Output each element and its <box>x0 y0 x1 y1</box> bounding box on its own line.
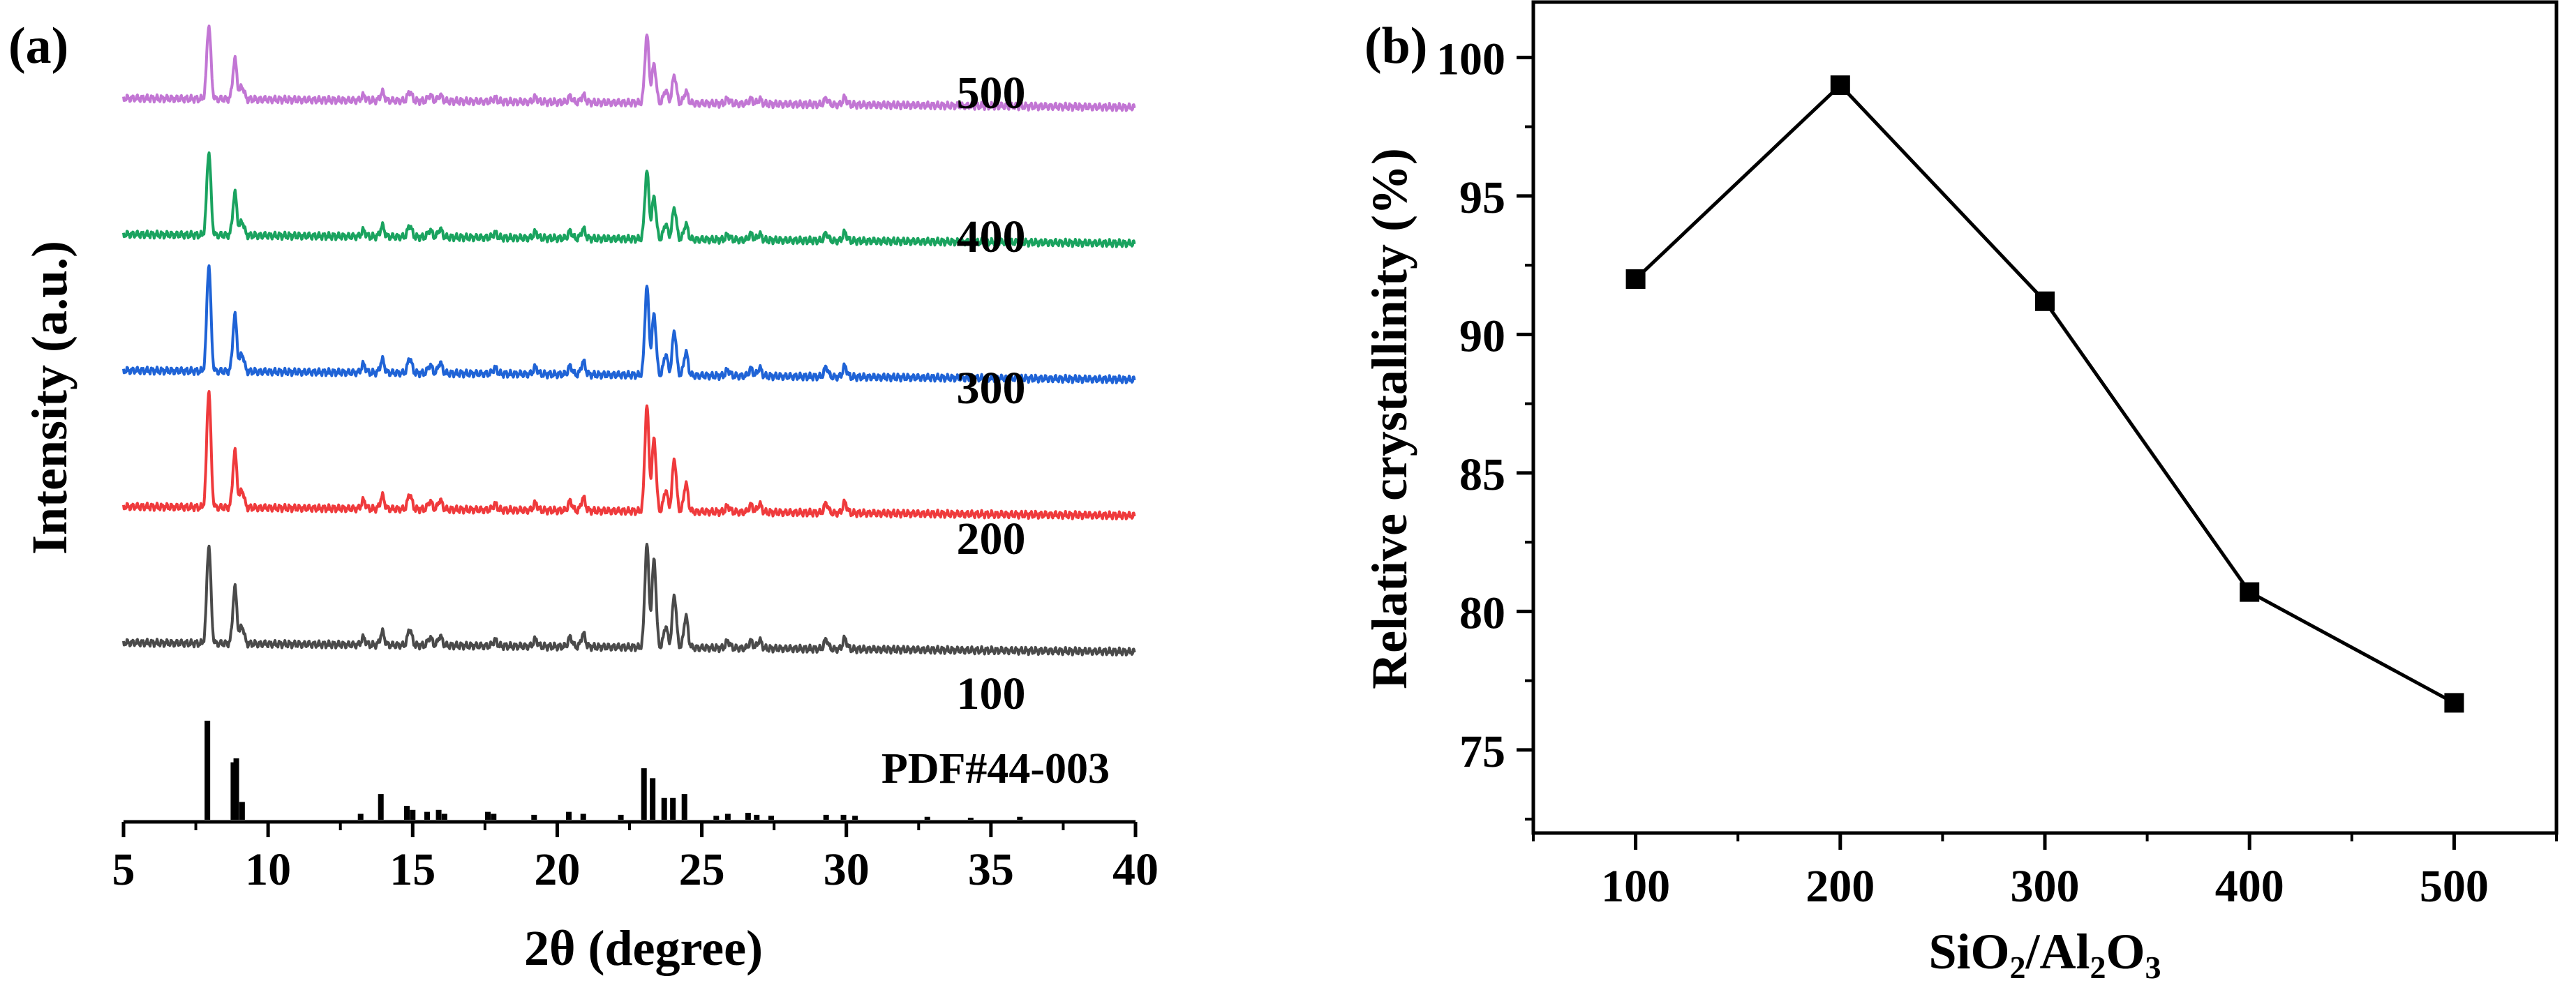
panel-label: (a) <box>8 17 68 75</box>
series-400-curve <box>122 151 1136 248</box>
reference-label: PDF#44-003 <box>881 745 1110 793</box>
data-point-marker <box>1830 75 1850 96</box>
series-500-curve <box>122 24 1136 112</box>
x-tick-label: 500 <box>2420 861 2489 912</box>
data-point-marker <box>2035 291 2055 311</box>
y-axis-label: Intensity (a.u.) <box>22 241 77 555</box>
x-axis-label-part: /Al <box>2025 924 2090 980</box>
y-axis-label: Relative crystallinity (%) <box>1362 148 1417 689</box>
x-tick-label: 10 <box>245 844 291 895</box>
y-tick-label: 75 <box>1459 726 1505 777</box>
y-tick-label: 95 <box>1459 172 1505 223</box>
data-point-marker <box>2444 693 2464 713</box>
x-tick-label: 25 <box>679 844 725 895</box>
series-200-curve <box>122 390 1136 520</box>
x-axis-label-subscript: 3 <box>2145 950 2161 985</box>
x-tick-label: 400 <box>2215 861 2284 912</box>
x-tick-label: 40 <box>1112 844 1159 895</box>
reference-pattern <box>204 721 1023 820</box>
series-300-curve <box>122 264 1136 384</box>
y-tick-label: 80 <box>1459 587 1505 638</box>
x-tick-label: 200 <box>1806 861 1875 912</box>
crystallinity-line <box>1634 82 2455 705</box>
data-point-marker <box>1625 269 1646 289</box>
x-axis-label-part: O <box>2106 924 2145 980</box>
plot-frame <box>1531 0 2559 835</box>
series-100-curve <box>122 543 1136 657</box>
x-tick-label: 35 <box>968 844 1014 895</box>
y-tick-label: 85 <box>1459 449 1505 500</box>
series-label: 200 <box>957 513 1026 564</box>
series-label: 500 <box>957 68 1026 119</box>
x-tick-label: 100 <box>1601 861 1670 912</box>
xrd-pattern-chart: 100 200 300 400 500 PDF#44-003 5 10 15 20 25 30 35 40… <box>8 17 1159 976</box>
x-tick-label: 20 <box>534 844 580 895</box>
y-tick-label: 100 <box>1436 33 1505 84</box>
x-axis-label-subscript: 2 <box>2090 950 2106 985</box>
x-tick-label: 5 <box>112 844 135 895</box>
series-label: 100 <box>957 668 1026 719</box>
x-axis-label-part: SiO <box>1928 924 2009 980</box>
x-axis-label: SiO2/Al2O3 <box>1928 924 2161 985</box>
series-label: 300 <box>957 363 1026 414</box>
y-tick-label: 90 <box>1459 310 1505 361</box>
x-axis-label-subscript: 2 <box>2010 950 2026 985</box>
x-tick-label: 300 <box>2011 861 2080 912</box>
x-tick-label: 30 <box>824 844 870 895</box>
panel-label: (b) <box>1364 17 1427 75</box>
series-label: 400 <box>957 211 1026 262</box>
data-point-marker <box>2240 582 2260 602</box>
x-axis-label: 2θ (degree) <box>524 920 763 976</box>
x-tick-label: 15 <box>389 844 435 895</box>
